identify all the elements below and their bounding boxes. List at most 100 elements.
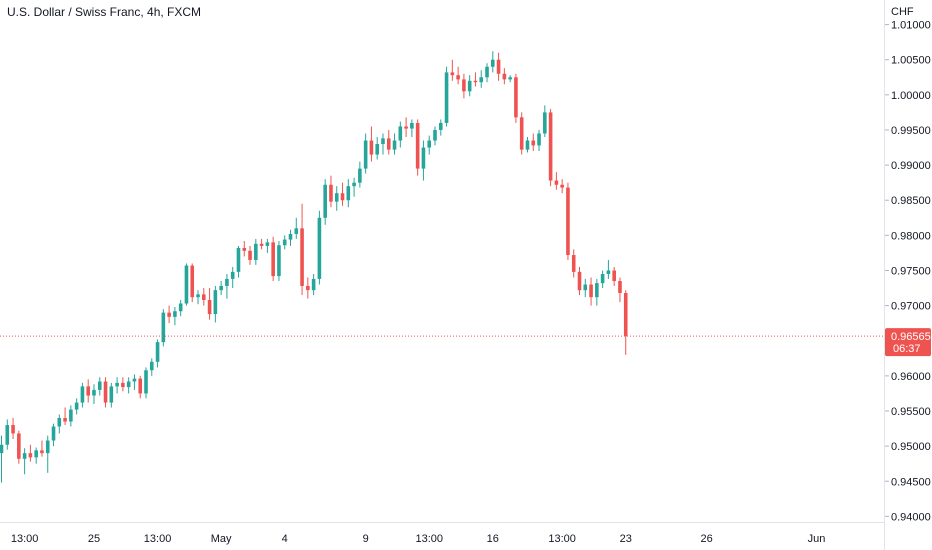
candle-body (97, 381, 102, 390)
candle-body (462, 79, 466, 92)
candle-body (571, 255, 576, 272)
candle-body (103, 381, 108, 403)
candle-body (5, 425, 10, 445)
candle-body (230, 271, 235, 279)
price-tick-label: 0.97500 (891, 265, 931, 277)
price-tick-label: 0.98000 (891, 230, 931, 242)
price-axis[interactable]: 1.01000 1.00500 1.00000 0.99500 0.99000 0.985… (884, 20, 931, 524)
candle-body (311, 278, 316, 291)
candle (479, 70, 484, 88)
candle-body (63, 418, 67, 422)
time-axis[interactable]: 13:00 25 13:00 May 4 9 13:00 16 13:00 23 26 Jun (11, 533, 826, 545)
candle (22, 448, 27, 475)
candle (502, 68, 507, 85)
candle (618, 277, 622, 303)
candle-body (543, 112, 547, 134)
candle (485, 63, 489, 83)
candle (190, 263, 195, 303)
price-tick-label: 0.94500 (891, 476, 931, 488)
last-price-box (885, 328, 931, 357)
candle (375, 136, 379, 160)
candle (144, 367, 148, 399)
candle-body (392, 140, 397, 150)
price-tick-label: 1.01000 (891, 20, 931, 32)
candle-body (595, 283, 599, 298)
candle-body (537, 133, 541, 146)
candle (69, 405, 73, 427)
candle-body (28, 453, 33, 458)
candle (329, 175, 333, 208)
candle-body (132, 378, 137, 382)
candle-body (69, 409, 73, 422)
candle (167, 305, 171, 324)
candle (51, 423, 56, 447)
candle-body (225, 278, 229, 286)
candle-body (358, 168, 362, 183)
candle (560, 179, 564, 194)
candle (595, 278, 599, 306)
price-tick-label: 0.97000 (891, 301, 931, 313)
candle (92, 384, 96, 404)
candle (363, 133, 368, 174)
candles (0, 51, 628, 483)
candle-body (11, 425, 15, 434)
candle-body (577, 271, 582, 291)
candle-body (259, 243, 264, 246)
bar-countdown-label: 06:37 (893, 343, 921, 355)
candle-body (17, 433, 21, 459)
candle-body (531, 140, 536, 146)
candle-body (433, 129, 437, 141)
last-price-marker: 0.96565 06:37 (0, 328, 931, 357)
candle (358, 161, 362, 188)
time-tick-label: 23 (620, 533, 632, 545)
candle (340, 182, 345, 206)
candle-body (554, 180, 559, 185)
candle (17, 430, 21, 464)
candle (236, 245, 241, 278)
candle (444, 66, 449, 127)
candle (496, 52, 501, 81)
candle-body (485, 66, 489, 78)
candle-body (45, 440, 50, 454)
candle-body (248, 250, 252, 260)
candle (519, 112, 524, 155)
candle-body (34, 450, 38, 458)
candle (97, 377, 102, 396)
candle-body (219, 285, 223, 291)
candle-body (317, 217, 322, 279)
candle (398, 121, 403, 148)
time-tick-label: 4 (282, 533, 288, 545)
candle-body (340, 193, 345, 201)
candle (589, 277, 593, 306)
candle (438, 119, 443, 136)
currency-label: CHF (891, 6, 914, 18)
candle (334, 186, 339, 211)
candle-body (329, 184, 333, 202)
candle (577, 266, 582, 296)
candle-body (306, 285, 310, 291)
candle (543, 105, 547, 137)
price-tick-label: 1.00500 (891, 55, 931, 67)
candle (109, 382, 114, 408)
price-tick-label: 0.96000 (891, 371, 931, 383)
candle (115, 377, 119, 394)
candle-body (213, 290, 218, 315)
candle-body (410, 122, 414, 129)
candle (606, 259, 611, 279)
candle-body (334, 193, 339, 202)
time-tick-label: 13:00 (548, 533, 576, 545)
candle (5, 419, 10, 450)
candle-body (254, 243, 258, 260)
candle (132, 374, 137, 390)
candle (57, 414, 62, 434)
candle (121, 377, 125, 392)
candle-body (398, 126, 403, 141)
candle (531, 133, 536, 152)
candle (155, 339, 160, 368)
price-tick-label: 1.00000 (891, 90, 931, 102)
candle-body (196, 294, 200, 298)
candle (28, 444, 33, 462)
candle-body (473, 80, 478, 83)
